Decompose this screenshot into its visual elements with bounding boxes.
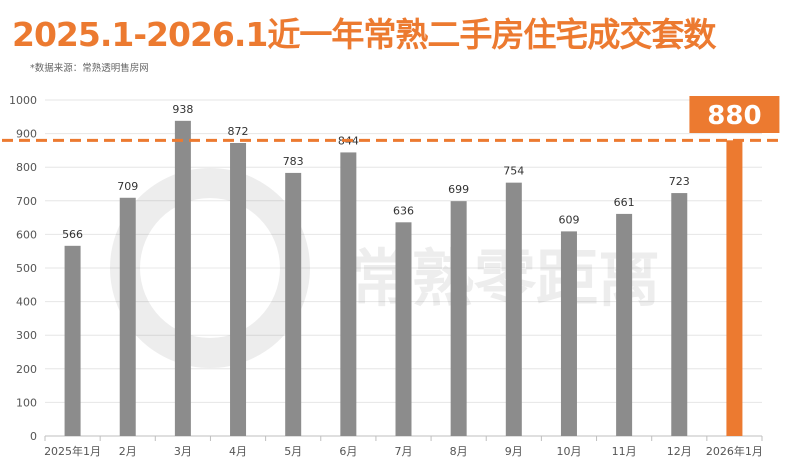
data-label: 723 [669,175,690,188]
bar [230,143,247,436]
data-label: 872 [228,125,249,138]
bar [395,222,412,436]
data-label: 783 [283,155,304,168]
data-label: 636 [393,204,414,217]
data-label: 938 [172,103,193,116]
x-category-label: 7月 [395,445,413,458]
y-axis: 0 100 200 300 400 500 600 700 800 900 1000 [9,94,37,443]
x-category-label: 11月 [612,445,637,458]
bar [340,152,357,436]
y-tick-label: 500 [16,262,37,275]
source-note: *数据来源：常熟透明售房网 [30,63,149,74]
page-title: 2025.1-2026.1近一年常熟二手房住宅成交套数 [12,15,716,54]
callout-box [689,96,780,133]
x-category-label: 5月 [284,445,302,458]
x-category-label: 2025年1月 [44,444,101,458]
watermark: 常熟零距离 [110,168,660,368]
data-label: 661 [614,196,635,209]
y-tick-label: 100 [16,396,37,409]
data-labels: 566709938872783844636699754609661723 [62,103,690,241]
bar [505,182,522,436]
data-label: 709 [117,180,138,193]
data-label: 754 [503,165,524,178]
highlight-bar [726,140,743,436]
x-axis: 2025年1月 2月 3月 4月 5月 6月 7月 8月 9月 10月 11月 12月 2026年1月 [44,444,763,458]
y-tick-label: 700 [16,195,37,208]
bars [64,120,743,437]
x-category-label: 12月 [667,445,692,458]
x-category-label: 9月 [505,445,523,458]
bar [616,213,633,436]
bar [450,201,467,436]
y-tick-label: 1000 [9,94,37,107]
x-category-label: 3月 [174,445,192,458]
y-tick-label: 0 [30,430,37,443]
y-tick-label: 600 [16,228,37,241]
x-category-label: 6月 [339,445,357,458]
watermark-emblem-ring [140,198,280,338]
x-category-label: 8月 [450,445,468,458]
bar [671,193,688,436]
y-tick-label: 300 [16,329,37,342]
y-tick-label: 400 [16,296,37,309]
data-label: 699 [448,183,469,196]
bar [64,245,81,436]
y-tick-label: 200 [16,363,37,376]
x-category-label: 10月 [556,445,581,458]
data-label: 609 [558,213,579,226]
callout: 880 [689,96,780,133]
watermark-emblem [110,168,310,368]
bar [285,172,302,437]
bar [119,197,136,436]
x-category-label: 2月 [119,445,137,458]
x-category-label: 2026年1月 [706,444,763,458]
data-label: 566 [62,228,83,241]
bar [174,120,191,436]
callout-value: 880 [707,101,761,131]
y-tick-label: 800 [16,161,37,174]
y-tick-label: 900 [16,128,37,141]
bar [560,231,577,436]
x-category-label: 4月 [229,445,247,458]
